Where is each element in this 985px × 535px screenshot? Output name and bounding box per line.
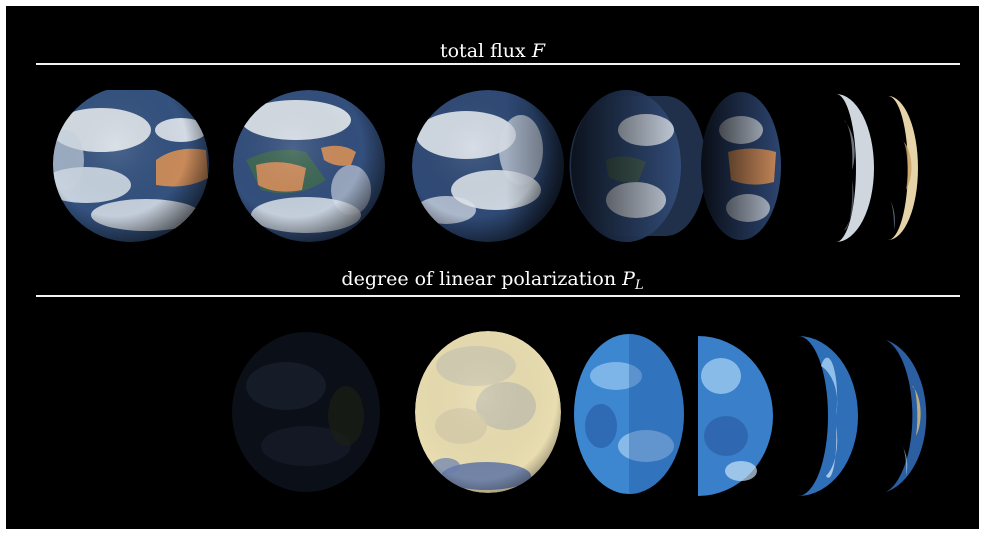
pol-globe-2 — [232, 332, 380, 492]
flux-globe-6 — [836, 94, 874, 242]
pol-globe-5 — [698, 336, 773, 496]
flux-globe-row — [53, 90, 918, 242]
flux-globe-3 — [412, 90, 564, 242]
flux-globe-2 — [233, 90, 385, 242]
flux-globe-4 — [569, 90, 706, 242]
polarization-rule — [36, 295, 960, 297]
flux-globe-7 — [888, 96, 918, 240]
flux-symbol: F — [531, 40, 545, 62]
pol-globe-7 — [886, 340, 927, 492]
polarization-title: degree of linear polarization PL — [6, 268, 979, 297]
polarization-title-text: degree of linear polarization — [341, 268, 617, 290]
flux-globe-1 — [53, 90, 209, 242]
flux-title-text: total flux — [439, 40, 526, 62]
flux-globe-5 — [701, 92, 781, 240]
flux-title: total flux F — [6, 40, 979, 62]
polarization-subscript: L — [634, 278, 644, 293]
pol-globe-3 — [415, 331, 561, 493]
polarization-globe-row — [232, 331, 927, 496]
pol-globe-6 — [798, 336, 858, 496]
flux-rule — [36, 63, 960, 65]
pol-globe-4 — [574, 334, 684, 494]
figure-panel: total flux F — [6, 6, 979, 529]
polarization-symbol: P — [622, 268, 635, 290]
